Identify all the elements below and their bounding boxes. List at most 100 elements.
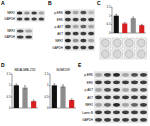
blot-row-label: p-AKT [84, 88, 93, 92]
blot-band [113, 110, 120, 114]
well [137, 50, 145, 58]
well-image [124, 38, 135, 48]
error-bar [115, 14, 117, 17]
y-tick [11, 74, 12, 75]
well-image [136, 38, 147, 48]
blot-band [31, 12, 37, 15]
blot-row-label: GAPDH [4, 17, 15, 21]
error-bar [15, 84, 17, 87]
blot-band [80, 39, 86, 43]
y-tick-label: 0.5 [7, 95, 11, 99]
blot-band [122, 118, 129, 122]
panel-letter: A [1, 0, 5, 6]
bar [52, 85, 57, 108]
well [137, 39, 145, 47]
bars [52, 84, 75, 108]
blot-band [17, 18, 23, 21]
well [113, 39, 121, 47]
blot-band [88, 25, 94, 29]
error-bar [124, 22, 126, 24]
y-tick-label: 0 [109, 31, 111, 35]
y-tick [111, 7, 112, 8]
blot-band [140, 95, 147, 99]
blot-strip [64, 16, 95, 22]
y-tick-label: 0 [9, 106, 11, 110]
blot-band [65, 46, 71, 50]
blot-band [140, 103, 147, 107]
blot-band [113, 118, 120, 122]
error-bar [71, 99, 73, 101]
well-image [136, 49, 147, 59]
blot-strip [94, 71, 148, 78]
blot-band [73, 25, 79, 29]
blot-band [65, 25, 71, 29]
blot-row-label: NRF2 [85, 103, 93, 107]
figure: ABCDENRF2GAPDHNRF2GAPDHp-ERKERKp-AKTAKTN… [0, 0, 150, 126]
blot-band [131, 80, 138, 84]
blot-band [73, 18, 79, 22]
blot-band [39, 12, 45, 15]
blot: NRF2GAPDH [4, 28, 33, 39]
well [125, 50, 133, 58]
blot-band [17, 36, 23, 39]
blot-strip [16, 16, 45, 21]
blot-band [80, 18, 86, 22]
y-axis [12, 74, 13, 108]
blot-band [95, 73, 102, 77]
well-image [112, 49, 123, 59]
blot-band [95, 110, 102, 114]
blot-band [104, 103, 111, 107]
blot-row-label: ERK [87, 81, 93, 85]
blot-band [65, 18, 71, 22]
blot-band [140, 118, 147, 122]
well-image [112, 38, 123, 48]
y-tick [111, 33, 112, 34]
blot-band [131, 95, 138, 99]
chart-title: MDA-MB-231 [14, 68, 35, 72]
bar-chart: MDA-MB-23100.511.5 [7, 68, 38, 110]
blot-band [65, 11, 71, 15]
blot-band [65, 39, 71, 43]
blot-band [122, 80, 129, 84]
blot-band [131, 110, 138, 114]
error-bar [62, 85, 64, 88]
blot-band [122, 88, 129, 92]
y-tick [49, 74, 50, 75]
blot-band [73, 32, 79, 36]
y-axis [112, 7, 113, 33]
y-tick [49, 96, 50, 97]
blot-band [113, 80, 120, 84]
bar [22, 88, 27, 108]
blot-row-label: Lamin B [82, 111, 93, 115]
blot-band [88, 18, 94, 22]
blot-strip [64, 9, 95, 15]
blot-band [17, 30, 23, 33]
blot-band [104, 95, 111, 99]
blot-strip [94, 79, 148, 86]
blot-band [95, 80, 102, 84]
blot-row-label: p-AKT [54, 25, 63, 29]
blot-strip [64, 37, 95, 43]
error-bar [141, 24, 143, 26]
blot-band [95, 88, 102, 92]
y-tick [11, 108, 12, 109]
blot-band [122, 73, 129, 77]
blot-band [65, 32, 71, 36]
blot-band [113, 95, 120, 99]
panel-letter: D [1, 62, 5, 68]
y-tick-label: 1.5 [45, 72, 49, 76]
panel-letter: B [48, 0, 52, 6]
blot-row-label: AKT [87, 96, 93, 100]
panel-letter: C [97, 0, 101, 6]
well-image [100, 38, 111, 48]
blot-band [39, 18, 45, 21]
well [101, 39, 109, 47]
blot-band [80, 25, 86, 29]
blot-band [73, 39, 79, 43]
blot-band [113, 73, 120, 77]
error-bar [53, 84, 55, 87]
blot-strip [94, 86, 148, 93]
blot: p-ERKERKp-AKTAKTNRF2GAPDH [52, 9, 95, 50]
blot-band [131, 88, 138, 92]
blot-band [131, 118, 138, 122]
